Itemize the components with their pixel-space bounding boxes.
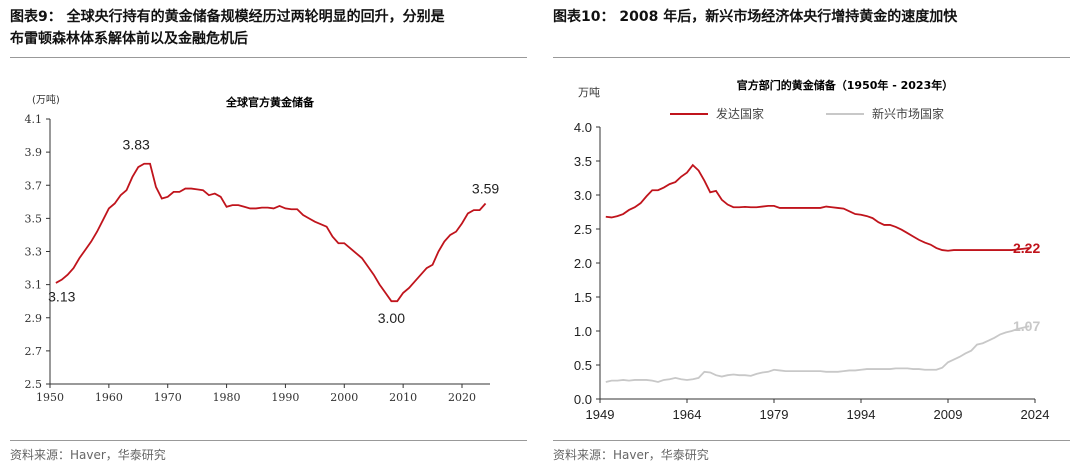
right-y-tick-label: 2.5 [574,222,592,237]
left-x-tick-label: 1960 [95,391,123,404]
left-y-tick-label: 2.9 [25,312,43,325]
left-y-tick-label: 3.1 [25,279,43,292]
left-series-line [55,162,487,303]
right-x-tick-label: 2009 [934,407,963,422]
left-y-tick-label: 3.7 [25,179,43,192]
left-x-tick-label: 1950 [36,391,64,404]
right-y-tick-label: 0.5 [574,358,592,373]
right-end-label: 1.07 [1013,318,1040,334]
right-series-line [605,163,1030,252]
left-y-tick-label: 2.5 [25,378,43,391]
right-chart-title: 官方部门的黄金储备（1950年 - 2023年） [737,78,953,92]
left-y-tick-label: 3.5 [25,212,43,225]
left-x-tick-label: 2000 [330,391,358,404]
left-x-tick-label: 1980 [213,391,241,404]
left-y-tick-label: 3.3 [25,246,43,259]
left-bottom-divider [10,440,527,441]
right-legend-label: 发达国家 [716,106,764,121]
right-y-tick-label: 1.0 [574,324,592,339]
left-data-label: 3.13 [48,289,75,305]
left-source-note: 资料来源：Haver，华泰研究 [10,448,166,462]
right-legend-label: 新兴市场国家 [872,106,944,121]
left-data-label: 3.59 [472,180,499,196]
left-x-tick-label: 1970 [154,391,182,404]
right-y-tick-label: 3.0 [574,188,592,203]
right-y-tick-label: 4.0 [574,120,592,135]
left-x-tick-label: 2010 [389,391,417,404]
left-header-line-1: 图表9： 全球央行持有的黄金储备规模经历过两轮明显的回升，分别是 [10,9,445,25]
left-data-label: 3.00 [378,310,405,326]
right-x-tick-label: 2024 [1021,407,1050,422]
left-header-line-2: 布雷顿森林体系解体前以及金融危机后 [10,31,248,47]
left-y-tick-label: 3.9 [25,146,43,159]
right-x-tick-label: 1994 [847,407,876,422]
right-end-label: 2.22 [1013,240,1040,256]
left-y-unit: (万吨) [32,93,60,106]
right-y-tick-label: 3.5 [574,154,592,169]
right-x-tick-label: 1949 [586,407,615,422]
right-top-divider [553,57,1070,58]
left-figure-header: 图表9： 全球央行持有的黄金储备规模经历过两轮明显的回升，分别是 布雷顿森林体系… [10,6,445,50]
right-figure-header: 图表10： 2008 年后，新兴市场经济体央行增持黄金的速度加快 [553,9,958,25]
left-y-tick-label: 2.7 [25,345,43,358]
left-top-divider [10,57,527,58]
right-series-line [605,325,1030,383]
right-y-unit: 万吨 [578,86,600,99]
right-bottom-divider [553,440,1070,441]
left-y-tick-label: 4.1 [25,113,43,126]
left-x-tick-label: 1990 [271,391,299,404]
left-data-label: 3.83 [123,137,150,153]
right-y-tick-label: 0.0 [574,392,592,407]
left-chart-title: 全球官方黄金储备 [225,95,315,109]
right-y-tick-label: 1.5 [574,290,592,305]
right-x-tick-label: 1979 [760,407,789,422]
right-source-note: 资料来源：Haver，华泰研究 [553,448,709,462]
right-y-tick-label: 2.0 [574,256,592,271]
left-x-tick-label: 2020 [448,391,476,404]
right-x-tick-label: 1964 [673,407,702,422]
